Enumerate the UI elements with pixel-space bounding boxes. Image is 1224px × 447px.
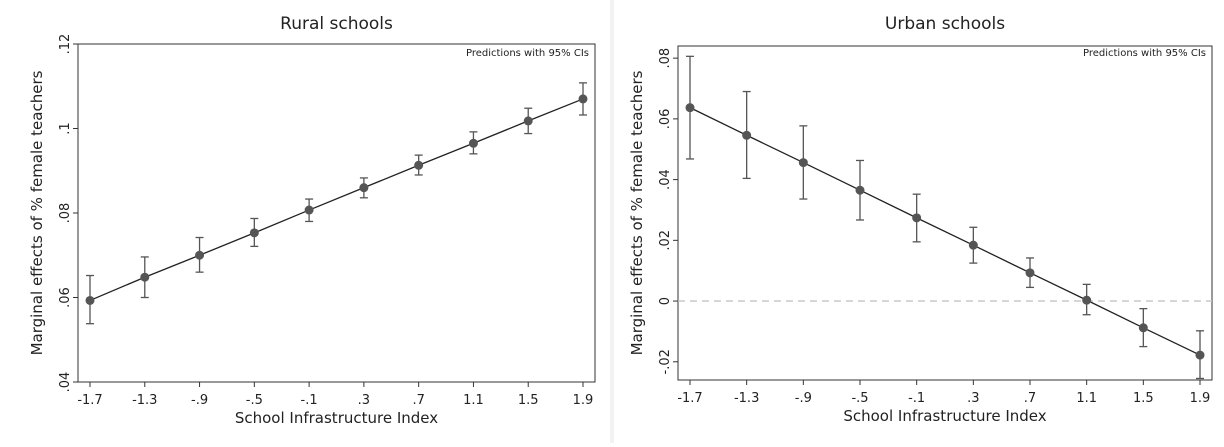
data-point bbox=[742, 130, 752, 140]
data-point bbox=[1138, 323, 1148, 333]
y-tick-label: 0 bbox=[658, 297, 673, 305]
y-tick-label: -.02 bbox=[658, 349, 673, 374]
data-point bbox=[304, 205, 314, 215]
y-tick-label: .06 bbox=[58, 287, 73, 308]
y-tick-label: .06 bbox=[658, 109, 673, 130]
series-line bbox=[89, 98, 584, 302]
x-tick-label: .7 bbox=[412, 393, 424, 408]
chart-note: Predictions with 95% CIs bbox=[466, 48, 589, 59]
x-tick-label: -.1 bbox=[301, 393, 318, 408]
chart-title: Urban schools bbox=[885, 14, 1005, 34]
x-tick-label: -1.7 bbox=[677, 391, 702, 406]
x-tick-label: .3 bbox=[967, 391, 979, 406]
y-tick-label: .02 bbox=[658, 230, 673, 251]
data-point bbox=[523, 116, 533, 126]
y-tick-label: .08 bbox=[58, 203, 73, 224]
x-tick-label: 1.5 bbox=[518, 393, 539, 408]
y-tick-label: .08 bbox=[658, 48, 673, 69]
data-point bbox=[414, 160, 424, 170]
data-point bbox=[1195, 350, 1205, 360]
data-point bbox=[249, 228, 259, 238]
plot-area bbox=[677, 45, 1213, 381]
data-point bbox=[85, 295, 95, 305]
chart-note: Predictions with 95% CIs bbox=[1083, 48, 1206, 59]
data-point bbox=[968, 240, 978, 250]
x-axis-label: School Infrastructure Index bbox=[843, 407, 1046, 425]
urban-schools-panel: Urban schools Predictions with 95% CIs -1.… bbox=[616, 0, 1224, 443]
data-point bbox=[1082, 295, 1092, 305]
y-tick-label: .04 bbox=[658, 169, 673, 190]
y-tick-label: .1 bbox=[58, 122, 73, 134]
data-point bbox=[1025, 268, 1035, 278]
x-tick-label: -1.3 bbox=[734, 391, 759, 406]
data-point bbox=[685, 103, 695, 113]
urban-schools-chart: Urban schools Predictions with 95% CIs -1.… bbox=[628, 14, 1213, 425]
x-tick-label: -.9 bbox=[795, 391, 812, 406]
panel-divider bbox=[610, 0, 614, 443]
x-tick-label: 1.9 bbox=[573, 393, 594, 408]
x-tick-label: .7 bbox=[1024, 391, 1036, 406]
y-axis-label: Marginal effects of % female teachers bbox=[28, 70, 46, 355]
rural-schools-chart: Rural schools Predictions with 95% CIs -1.… bbox=[28, 14, 596, 427]
y-tick-label: .04 bbox=[58, 372, 73, 393]
data-point bbox=[798, 158, 808, 168]
chart-title: Rural schools bbox=[280, 14, 393, 34]
data-point bbox=[195, 250, 205, 260]
x-axis-label: School Infrastructure Index bbox=[235, 409, 438, 427]
x-tick-label: -.5 bbox=[851, 391, 868, 406]
data-point bbox=[468, 138, 478, 148]
x-tick-label: 1.1 bbox=[1076, 391, 1097, 406]
data-point bbox=[912, 213, 922, 223]
x-tick-label: 1.9 bbox=[1190, 391, 1211, 406]
x-tick-label: .3 bbox=[358, 393, 370, 408]
y-axis-label: Marginal effects of % female teachers bbox=[628, 70, 646, 355]
x-tick-label: -1.3 bbox=[132, 393, 157, 408]
plot-area bbox=[77, 43, 596, 383]
data-point bbox=[578, 94, 588, 104]
x-tick-label: -.9 bbox=[191, 393, 208, 408]
series-line bbox=[689, 107, 1201, 356]
x-tick-label: 1.5 bbox=[1133, 391, 1154, 406]
x-tick-label: -.1 bbox=[908, 391, 925, 406]
x-tick-label: -1.7 bbox=[77, 393, 102, 408]
data-point bbox=[359, 183, 369, 193]
y-tick-label: .12 bbox=[58, 34, 73, 55]
data-point bbox=[140, 272, 150, 282]
data-point bbox=[855, 185, 865, 195]
x-tick-label: 1.1 bbox=[463, 393, 484, 408]
rural-schools-panel: Rural schools Predictions with 95% CIs -1.… bbox=[0, 0, 608, 443]
x-tick-label: -.5 bbox=[246, 393, 263, 408]
